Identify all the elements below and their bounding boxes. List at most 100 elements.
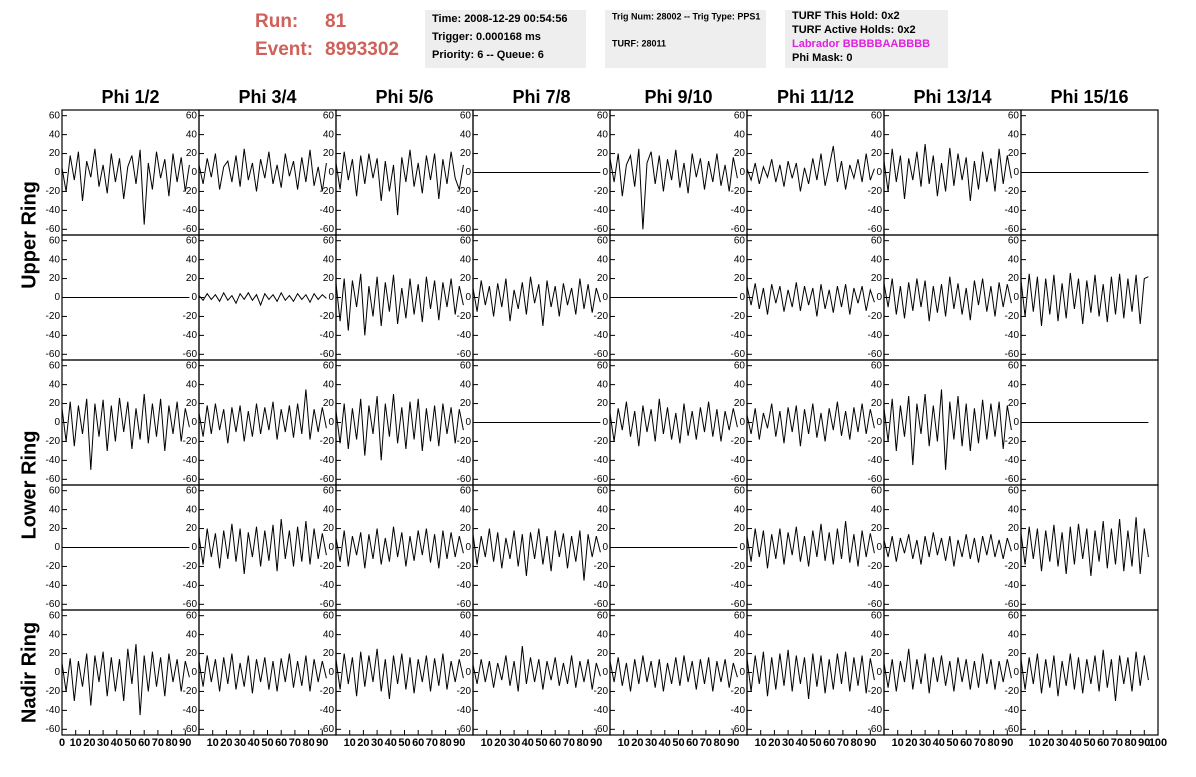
info-line: Priority: 6 -- Queue: 6 [432,49,544,61]
run-label: Run: [255,11,298,32]
y-tick-label: 20 [1008,398,1020,409]
y-tick-label: -20 [594,561,609,572]
y-tick-label: -20 [1005,311,1020,322]
y-tick-label: -20 [320,686,335,697]
y-tick-label: -20 [46,436,61,447]
x-tick-label: 10 [618,737,630,749]
y-tick-label: -60 [868,599,883,610]
y-tick-label: 40 [1008,379,1020,390]
x-tick-label: 40 [111,737,123,749]
panel: 60 40 20 0 -20 -40 -60 [320,234,474,361]
y-tick-label: -60 [183,349,198,360]
x-tick-label: 20 [768,737,780,749]
y-tick-label: 40 [49,504,61,515]
panel: 60 40 20 0 -20 -40 -60 [457,234,611,361]
panel: 60 40 20 0 -20 -40 -60 [868,484,1022,611]
y-tick-label: 0 [602,292,608,303]
y-tick-label: -20 [868,561,883,572]
y-tick-label: 0 [328,292,334,303]
y-tick-label: 40 [49,379,61,390]
y-tick-label: -40 [183,205,198,216]
waveform [335,394,464,461]
panel: 60 40 20 0 -20 -40 -60 [320,484,474,611]
x-tick-label: 60 [549,737,561,749]
x-tick-label: 40 [796,737,808,749]
y-tick-label: 20 [734,648,746,659]
y-tick-label: 0 [191,167,197,178]
y-tick-label: -20 [731,311,746,322]
panel: 60 40 20 0 -20 -40 -60 [1005,109,1159,236]
y-tick-label: -40 [868,330,883,341]
x-tick-label: 80 [439,737,451,749]
y-tick-label: -40 [183,455,198,466]
x-tick-label: 50 [946,737,958,749]
y-tick-label: -60 [731,724,746,735]
y-tick-label: 60 [323,235,335,246]
x-tick-label: 10 [892,737,904,749]
y-tick-label: -20 [46,561,61,572]
x-tick-label: 60 [960,737,972,749]
panel-frame [61,359,200,486]
y-tick-label: -40 [320,705,335,716]
y-tick-label: -60 [1005,349,1020,360]
y-tick-label: -60 [594,349,609,360]
x-tick-label: 10 [481,737,493,749]
y-tick-label: 60 [597,360,609,371]
y-tick-label: 60 [597,110,609,121]
info-line: TURF This Hold: 0x2 [792,10,900,22]
y-tick-label: -20 [457,436,472,447]
y-tick-label: 20 [186,148,198,159]
y-tick-label: 60 [186,610,198,621]
waveform [883,144,1012,201]
y-tick-label: -20 [1005,686,1020,697]
y-tick-label: -20 [868,686,883,697]
y-tick-label: -40 [594,580,609,591]
y-tick-label: -20 [1005,186,1020,197]
y-tick-label: -60 [457,724,472,735]
y-tick-label: 20 [1008,148,1020,159]
x-tick-label: 90 [453,737,465,749]
header: Run: 81 Event: 8993302 Time: 2008-12-29 … [255,10,948,68]
y-tick-label: -60 [1005,599,1020,610]
x-tick-label: 20 [83,737,95,749]
panel: 60 40 20 0 -20 -40 -60 [183,234,337,361]
x-tick-label: 50 [398,737,410,749]
waveform [198,148,327,192]
y-tick-label: -40 [183,705,198,716]
info-box [785,10,948,68]
y-tick-label: 60 [871,485,883,496]
panel: 60 40 20 0 -20 -40 -60 [320,109,474,236]
event-label: Event: [255,39,313,60]
y-tick-label: -40 [320,580,335,591]
event-number: 8993302 [325,39,399,60]
y-tick-label: -40 [731,205,746,216]
y-tick-label: -60 [868,349,883,360]
y-tick-label: 0 [1013,542,1019,553]
waveform [746,520,875,569]
info-line: Time: 2008-12-29 00:54:56 [432,13,568,25]
y-tick-label: 40 [323,504,335,515]
y-tick-label: -60 [320,474,335,485]
y-tick-label: 20 [871,148,883,159]
y-tick-label: -60 [731,599,746,610]
waveform [746,145,875,192]
x-tick-label: 10 [755,737,767,749]
panel: 60 40 20 0 -20 -40 -60 [46,359,200,486]
y-tick-label: 40 [186,629,198,640]
y-tick-label: -40 [457,205,472,216]
panel-frame [609,609,748,736]
y-tick-label: 60 [186,485,198,496]
y-tick-label: -60 [731,349,746,360]
y-tick-label: 0 [602,542,608,553]
panel: 60 40 20 0 -20 -40 -60 [594,109,748,236]
y-tick-label: 40 [49,129,61,140]
y-tick-label: 20 [460,523,472,534]
x-tick-label: 40 [522,737,534,749]
y-tick-label: -40 [868,705,883,716]
panel: 60 40 20 0 -20 -40 -60 [46,484,200,611]
y-tick-label: -60 [731,224,746,235]
y-tick-label: 20 [871,273,883,284]
